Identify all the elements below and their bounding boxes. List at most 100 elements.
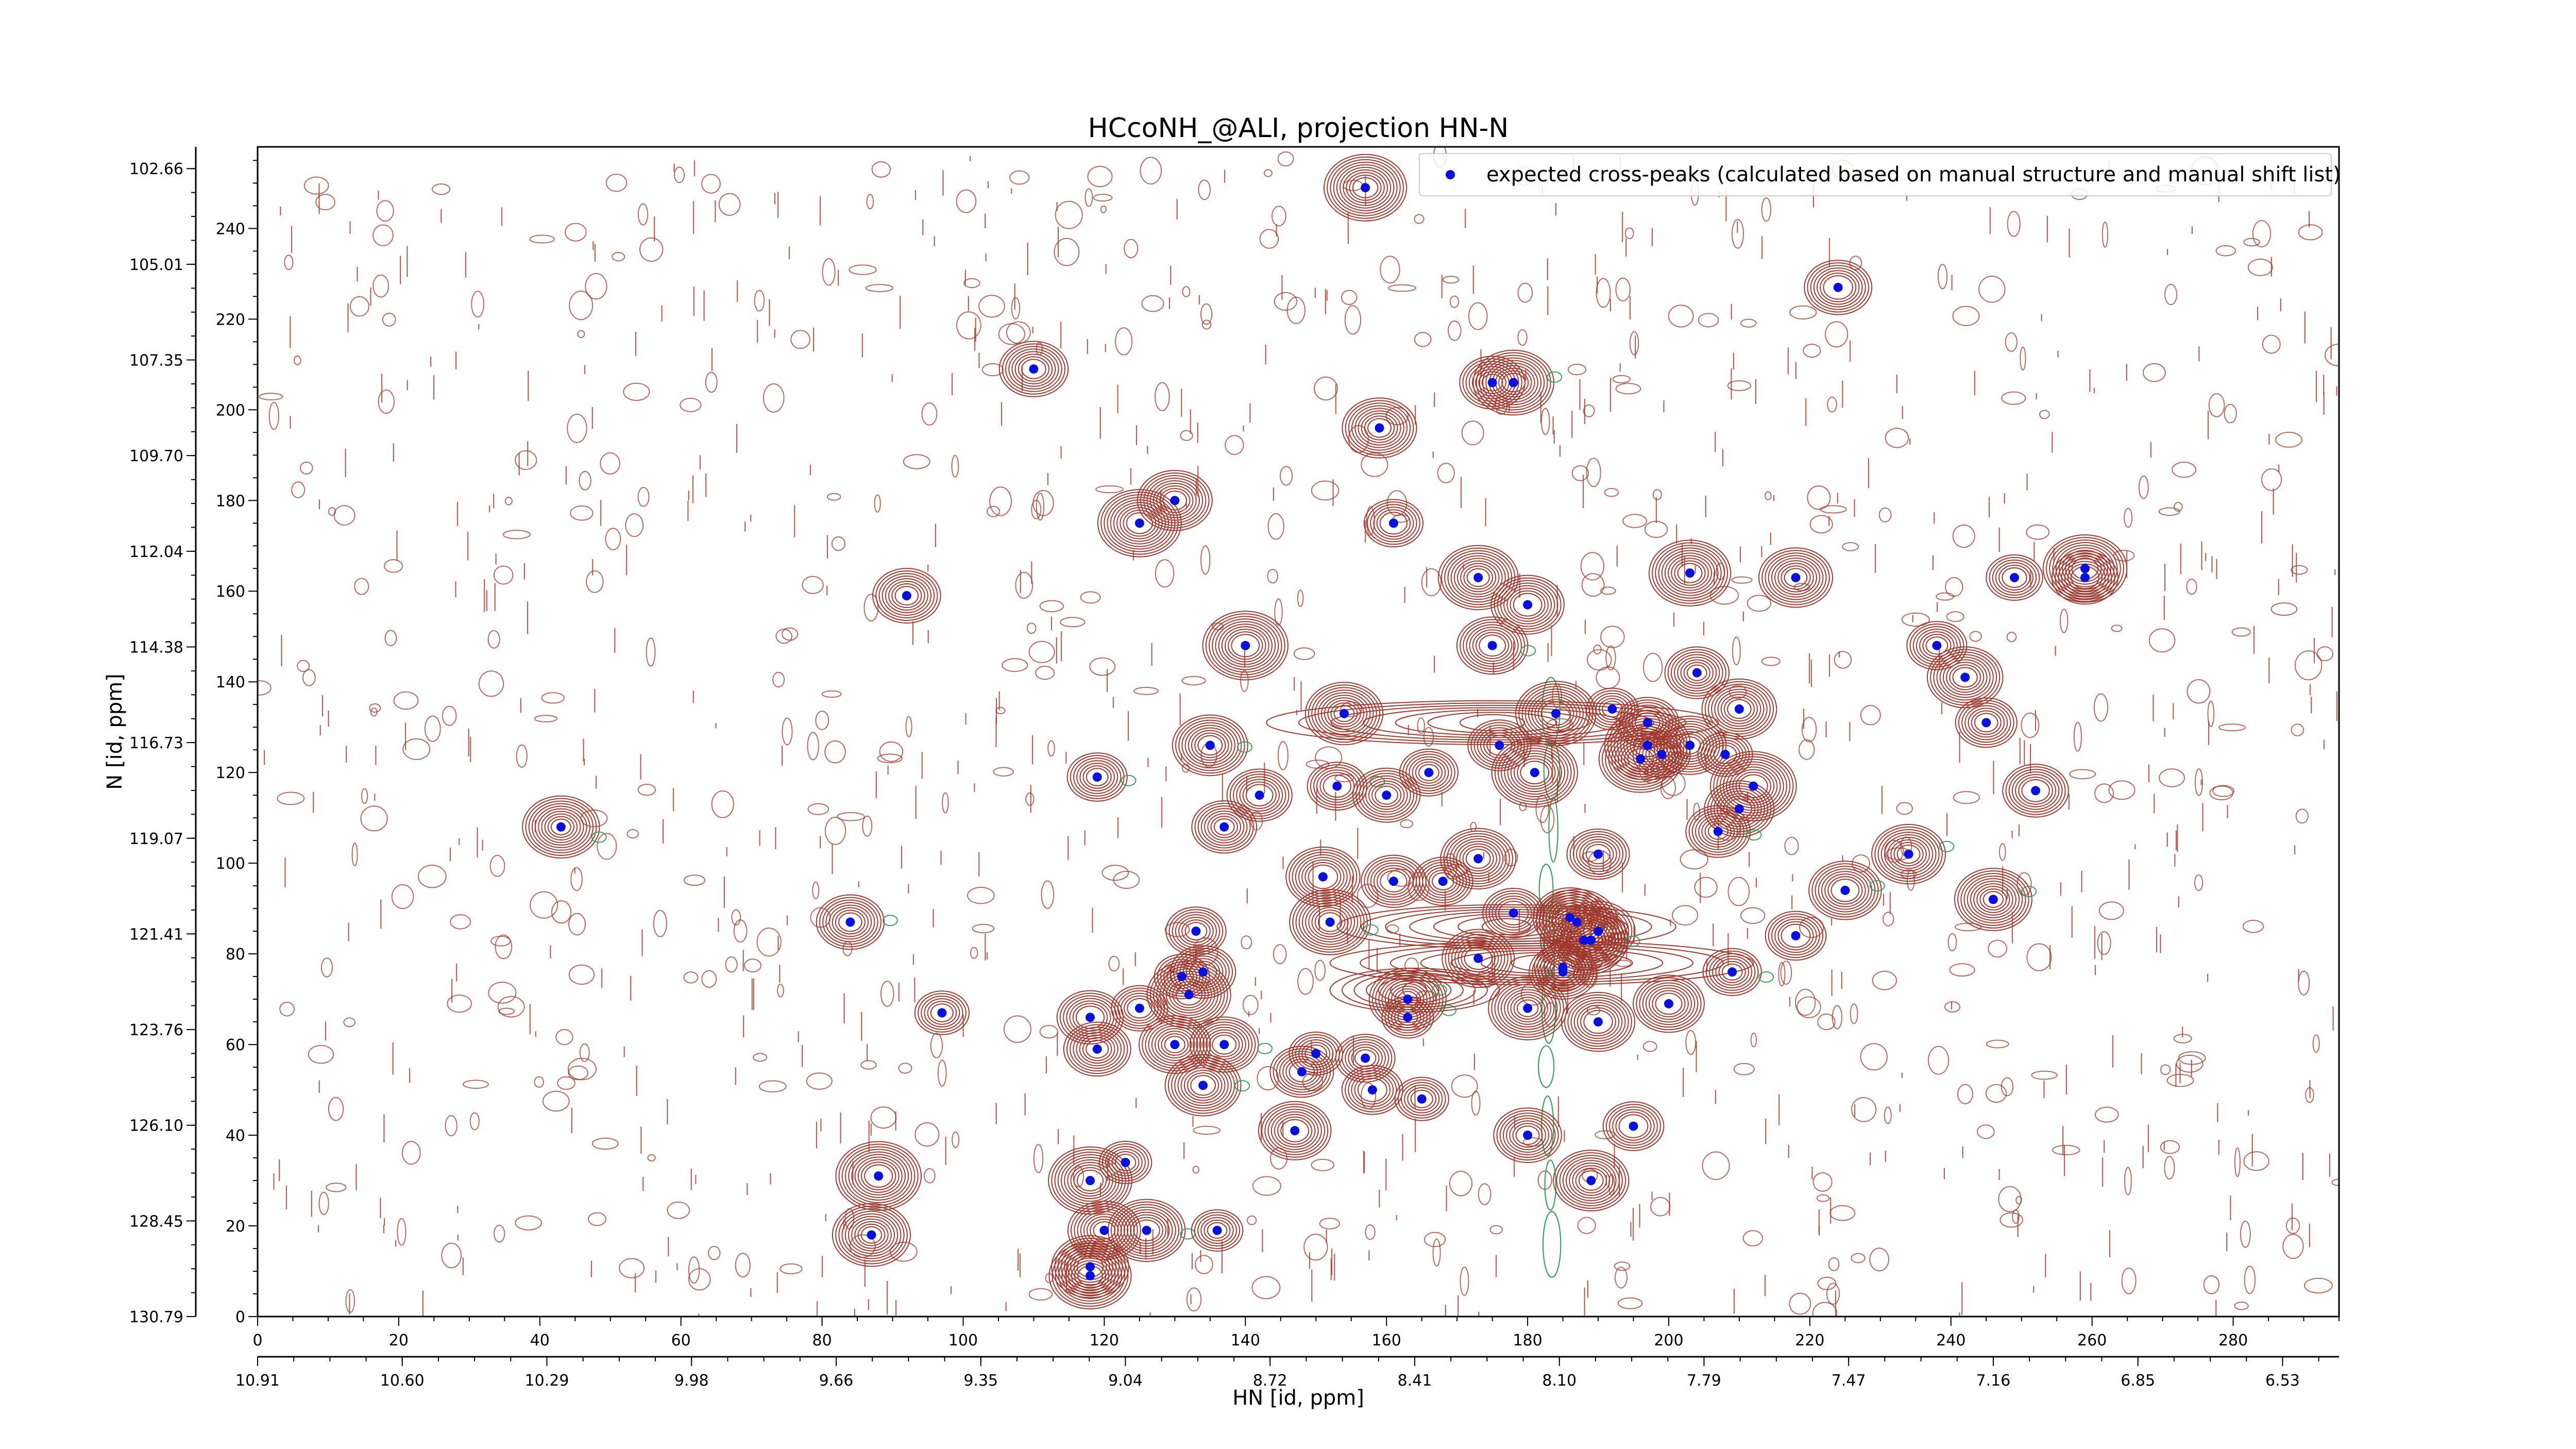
peak-contour [1164,1054,1242,1117]
peak-contour [1961,702,2011,743]
noise-contour [1442,276,1460,284]
peak-contour [1632,731,1691,778]
noise-contour [1140,157,1162,185]
noise-contour [372,274,389,298]
noise-contour [1740,318,1757,328]
noise-contour [1274,598,1283,626]
noise-contour [442,705,457,726]
peak-contour [1976,886,2010,913]
peak-contour [851,1154,906,1198]
peak-contour [1126,512,1154,534]
x-index-axis: 0 20 40 60 80 100 120 140 160 180 200 220 240 260 280 [252,1317,2340,1350]
noise-contour [1155,382,1170,411]
y-index-tick-label: 0 [235,1308,245,1326]
noise-contour [921,402,938,426]
peak-contour [1992,559,2037,596]
noise-contour [1580,552,1605,581]
peak-contour [2018,777,2053,805]
peak-contour [1601,728,1680,790]
peak-contour [1502,1115,1553,1156]
peak-contour [844,1213,899,1257]
legend-box [1419,153,2332,196]
noise-contour [1878,507,1892,523]
noise-contour [1952,306,1980,326]
peak-contour [832,1203,911,1267]
peak-contour [1534,696,1578,731]
peak-contour [2065,552,2105,585]
peak-contour [1226,768,1293,822]
peak-contour [1727,699,1752,719]
peak-contour [1516,999,1539,1017]
peak-contour [1510,590,1546,619]
expected-peak-marker [1332,781,1342,791]
noise-contour [2252,220,2272,248]
noise-contour [1801,717,1817,743]
expected-peak-marker [1086,1176,1095,1185]
noise-contour [1851,1097,1877,1122]
peak-contour [1761,550,1830,605]
expected-peak-marker [1727,967,1737,977]
peak-contour [1207,813,1242,841]
peak-contour [1540,701,1571,726]
peak-contour [1556,1152,1626,1209]
x-index-tick-label: 40 [530,1332,550,1350]
noise-contour [1115,327,1133,356]
y-ppm-tick-label: 119.07 [129,830,183,848]
peak-contour [1670,651,1723,694]
noise-contour [956,189,977,213]
peak-contour [1578,1170,1604,1191]
negative-contour [1237,741,1253,753]
noise-contour [1252,1176,1281,1196]
peak-contour [1970,881,2016,918]
noise-contour [2006,632,2017,643]
peak-contour [1639,980,1699,1028]
noise-contour [1361,452,1388,477]
noise-contour [1731,576,1753,584]
y-index-tick-label: 60 [226,1036,245,1054]
expected-peak-marker [1523,1131,1533,1140]
y-index-tick-label: 240 [216,220,245,238]
expected-peak-marker [1713,827,1723,836]
x-ppm-tick-label: 10.29 [525,1372,569,1390]
noise-contour [529,234,555,244]
expected-peak-marker [1219,1040,1229,1050]
peak-contour [1228,631,1263,660]
expected-peak-marker [1487,378,1497,387]
negative-contour [1548,797,1558,863]
noise-contour [2203,1275,2220,1294]
peak-contour [888,581,925,611]
noise-contour [1605,645,1616,670]
x-index-tick-label: 220 [1795,1332,1824,1350]
peak-contour [1145,1020,1205,1069]
expected-peak-marker [1791,572,1801,582]
expected-peak-marker [2080,572,2090,582]
peak-contour [525,798,597,856]
noise-contour [1277,151,1294,166]
peak-contour [1351,405,1408,451]
negative-contour [1746,829,1762,841]
peak-contour [1172,714,1248,777]
peak-contour [1311,687,1377,740]
noise-contour [2212,785,2235,797]
noise-contour [1629,331,1639,356]
peak-contour [1479,355,1548,411]
peak-contour [1097,489,1182,558]
peak-contour [1486,735,1513,756]
peak-contour [857,1223,886,1246]
noise-contour [2298,970,2310,996]
expected-peak-marker [1134,1003,1144,1013]
peak-contour [1967,878,2020,921]
peak-contour [1454,939,1502,978]
noise-contour [1297,968,1314,995]
peak-contour [1059,992,1121,1042]
noise-contour [1093,194,1113,202]
peak-contour [1543,951,1583,984]
noise-contour [369,703,381,713]
peak-contour [1064,1159,1116,1202]
peak-contour [1405,753,1452,791]
noise-contour [1311,480,1340,501]
noise-contour [1906,869,1915,891]
peak-contour [1320,695,1368,733]
noise-contour [1039,1025,1059,1039]
noise-contour [711,790,734,818]
